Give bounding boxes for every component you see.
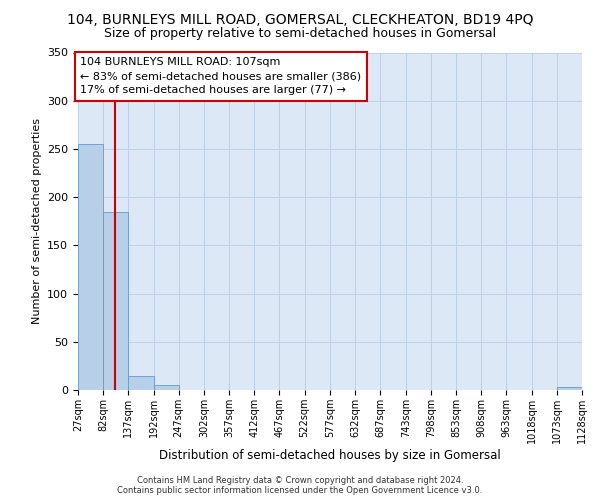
Text: Size of property relative to semi-detached houses in Gomersal: Size of property relative to semi-detach… bbox=[104, 28, 496, 40]
Bar bbox=[128, 376, 154, 390]
Text: 104, BURNLEYS MILL ROAD, GOMERSAL, CLECKHEATON, BD19 4PQ: 104, BURNLEYS MILL ROAD, GOMERSAL, CLECK… bbox=[67, 12, 533, 26]
Bar bbox=[154, 385, 179, 390]
Bar bbox=[557, 387, 582, 390]
Text: 104 BURNLEYS MILL ROAD: 107sqm
← 83% of semi-detached houses are smaller (386)
1: 104 BURNLEYS MILL ROAD: 107sqm ← 83% of … bbox=[80, 58, 361, 96]
X-axis label: Distribution of semi-detached houses by size in Gomersal: Distribution of semi-detached houses by … bbox=[159, 448, 501, 462]
Bar bbox=[103, 212, 128, 390]
Y-axis label: Number of semi-detached properties: Number of semi-detached properties bbox=[32, 118, 41, 324]
Text: Contains HM Land Registry data © Crown copyright and database right 2024.
Contai: Contains HM Land Registry data © Crown c… bbox=[118, 476, 482, 495]
Bar bbox=[78, 144, 103, 390]
